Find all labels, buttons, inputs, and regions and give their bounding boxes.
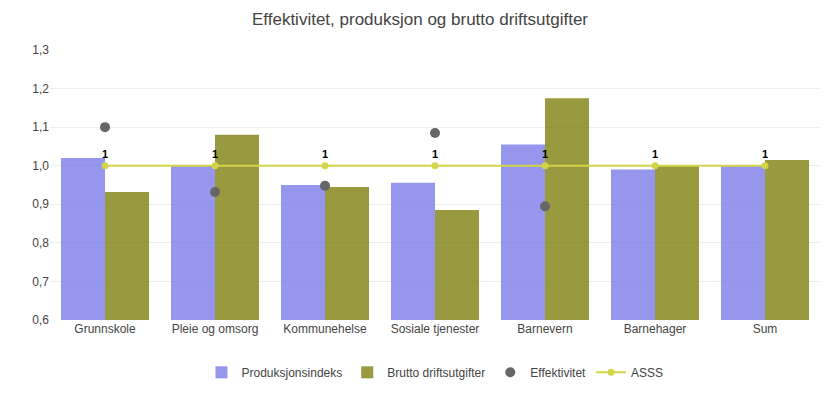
svg-text:1: 1 <box>762 148 768 160</box>
svg-text:Produksjonsindeks: Produksjonsindeks <box>242 366 343 380</box>
svg-text:1: 1 <box>102 148 108 160</box>
svg-text:1: 1 <box>432 148 438 160</box>
svg-text:1,3: 1,3 <box>32 43 49 57</box>
svg-text:0,8: 0,8 <box>32 236 49 250</box>
svg-text:ASSS: ASSS <box>631 366 663 380</box>
svg-text:0,7: 0,7 <box>32 275 49 289</box>
svg-text:Sosiale tjenester: Sosiale tjenester <box>391 322 480 336</box>
svg-text:0,6: 0,6 <box>32 313 49 327</box>
svg-text:Grunnskole: Grunnskole <box>74 322 136 336</box>
svg-text:0,9: 0,9 <box>32 197 49 211</box>
svg-text:Sum: Sum <box>753 322 778 336</box>
svg-text:Brutto driftsutgifter: Brutto driftsutgifter <box>387 366 485 380</box>
svg-text:Barnevern: Barnevern <box>517 322 572 336</box>
svg-text:1: 1 <box>322 148 328 160</box>
svg-text:1: 1 <box>652 148 658 160</box>
svg-text:Barnehager: Barnehager <box>624 322 687 336</box>
svg-text:1: 1 <box>212 148 218 160</box>
svg-text:1: 1 <box>542 148 548 160</box>
svg-text:Effektivitet: Effektivitet <box>530 366 586 380</box>
svg-text:Pleie og omsorg: Pleie og omsorg <box>172 322 259 336</box>
svg-text:1,1: 1,1 <box>32 120 49 134</box>
svg-text:Effektivitet, produksjon og br: Effektivitet, produksjon og brutto drift… <box>252 10 588 29</box>
svg-text:1,0: 1,0 <box>32 159 49 173</box>
svg-text:Kommunehelse: Kommunehelse <box>283 322 367 336</box>
svg-text:1,2: 1,2 <box>32 82 49 96</box>
